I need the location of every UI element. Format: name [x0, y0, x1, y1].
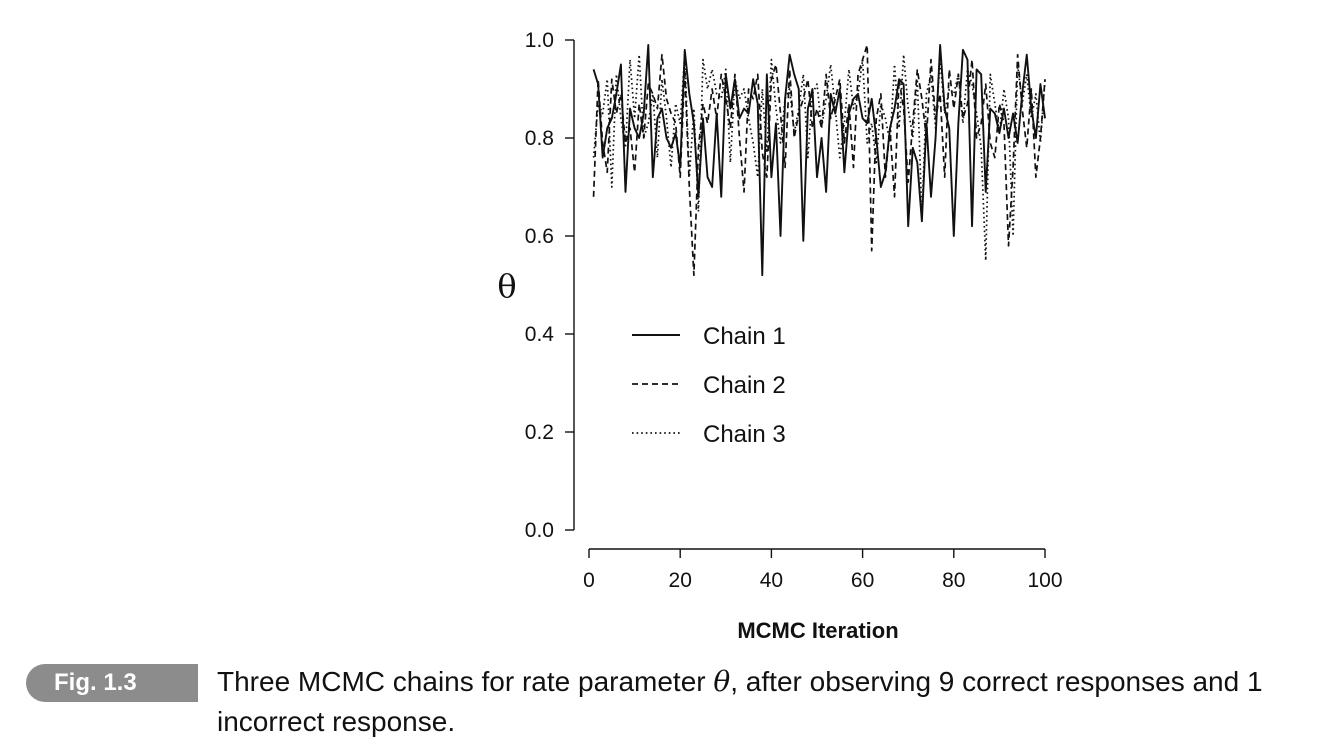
x-tick-label: 0: [583, 569, 595, 592]
caption-text-after: , after observing 9 correct responses an…: [217, 666, 1263, 737]
y-axis: 0.0 0.2 0.4 0.6 0.8 1.0: [525, 29, 575, 542]
x-tick-label: 20: [669, 569, 692, 592]
caption-text-before: Three MCMC chains for rate parameter: [217, 666, 714, 697]
y-tick-label: 0.8: [525, 127, 554, 150]
legend-label-chain-1: Chain 1: [703, 323, 786, 350]
x-tick-label: 60: [851, 569, 874, 592]
caption-theta-symbol: θ: [713, 665, 731, 698]
x-axis-label: MCMC Iteration: [737, 618, 898, 643]
figure-number-badge: Fig. 1.3: [26, 664, 198, 702]
y-tick-label: 1.0: [525, 29, 554, 52]
y-tick-label: 0.0: [525, 519, 554, 542]
series-line-chain-3: [592, 53, 1046, 262]
caption-text: Three MCMC chains for rate parameter θ, …: [217, 662, 1327, 742]
x-tick-label: 80: [942, 569, 965, 592]
series-line-chain-1: [592, 43, 1046, 277]
legend-label-chain-2: Chain 2: [703, 372, 786, 399]
y-tick-label: 0.4: [525, 323, 555, 346]
y-axis-label: θ: [497, 267, 516, 305]
legend: Chain 1 Chain 2 Chain 3: [632, 323, 786, 448]
series-layer: [592, 43, 1046, 277]
legend-label-chain-3: Chain 3: [703, 421, 786, 448]
mcmc-trace-chart: 0.00.20.40.60.81.0 0 20 40 60 80 100 Chain 1C…: [497, 29, 1063, 643]
figure-caption: Fig. 1.3 Three MCMC chains for rate para…: [0, 662, 1340, 742]
y-tick-label: 0.2: [525, 421, 554, 444]
series-line-chain-2: [592, 44, 1046, 277]
x-tick-label: 40: [760, 569, 783, 592]
y-tick-label: 0.6: [525, 225, 554, 248]
x-tick-label: 100: [1027, 569, 1062, 592]
x-axis: 0 20 40 60 80 100: [583, 548, 1063, 592]
